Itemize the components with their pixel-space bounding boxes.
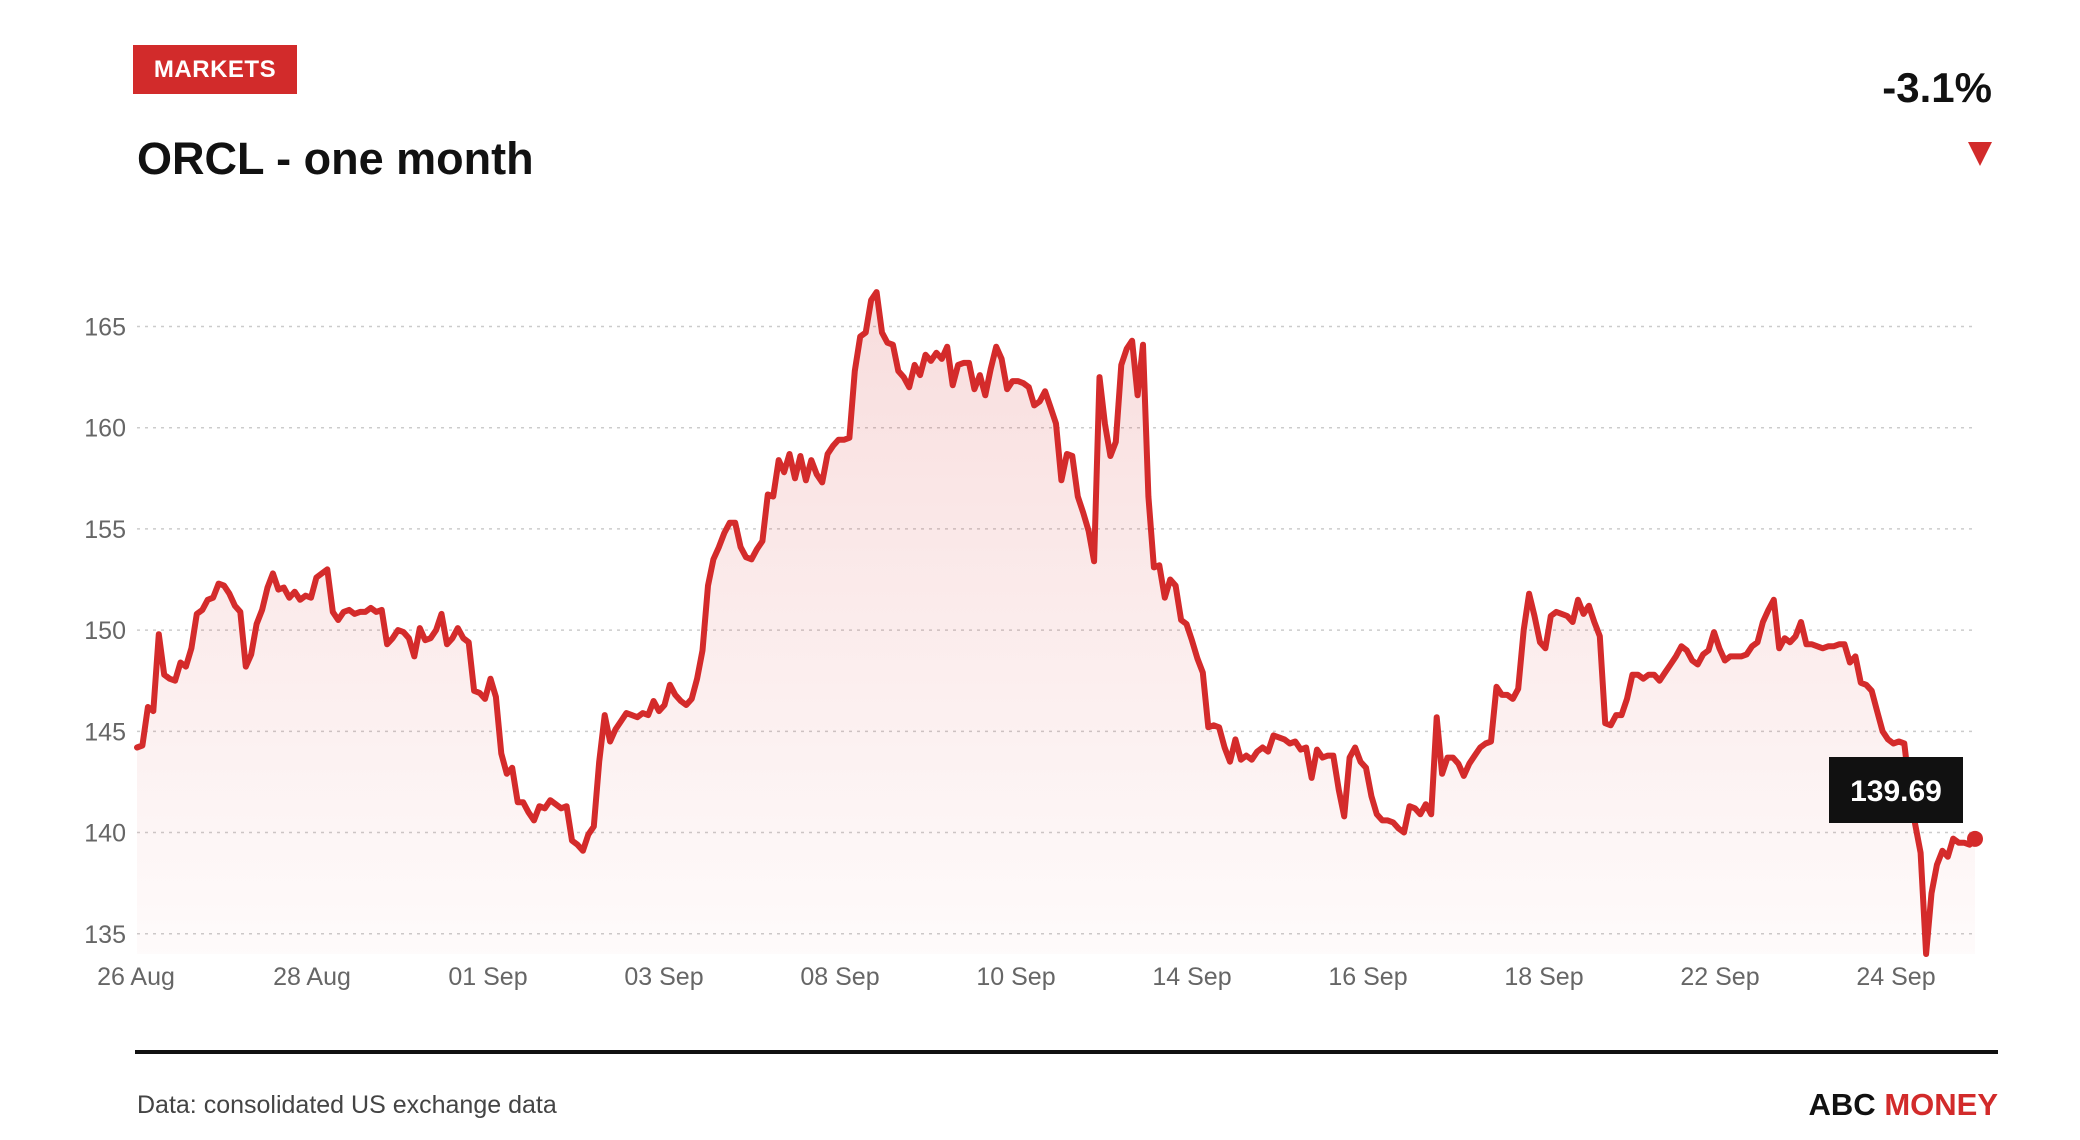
y-axis: 135 140 145 150 155 160 165 xyxy=(84,313,126,948)
x-tick-label: 28 Aug xyxy=(273,963,351,991)
data-source-note: Data: consolidated US exchange data xyxy=(137,1091,557,1119)
brand-logo: ABC MONEY xyxy=(1809,1087,1998,1123)
price-area xyxy=(137,292,1975,955)
x-tick-label: 18 Sep xyxy=(1504,963,1583,991)
x-tick-label: 08 Sep xyxy=(800,963,879,991)
x-tick-label: 10 Sep xyxy=(976,963,1055,991)
x-tick-label: 16 Sep xyxy=(1328,963,1407,991)
last-price-dot xyxy=(1967,830,1983,847)
down-triangle-icon xyxy=(1968,142,1992,166)
y-tick-label: 165 xyxy=(84,313,126,341)
markets-badge: MARKETS xyxy=(133,45,297,94)
y-tick-label: 140 xyxy=(84,820,126,848)
price-line xyxy=(134,289,1978,957)
x-tick-label: 03 Sep xyxy=(624,963,703,991)
last-price-label: 139.69 xyxy=(1829,757,1963,823)
price-change: -3.1% xyxy=(1882,64,1992,111)
x-tick-label: 22 Sep xyxy=(1680,963,1759,991)
brand-name-part1: ABC xyxy=(1808,1087,1885,1122)
y-tick-label: 145 xyxy=(84,718,126,746)
x-tick-label: 26 Aug xyxy=(97,963,175,991)
brand-name-part2: MONEY xyxy=(1884,1087,1998,1122)
last-price-text: 139.69 xyxy=(1850,775,1942,808)
chart-title: ORCL - one month xyxy=(137,133,534,184)
x-axis: 26 Aug 28 Aug 01 Sep 03 Sep 08 Sep 10 Sep 14 S… xyxy=(97,963,1936,991)
last-price-box xyxy=(1829,757,1963,823)
y-tick-label: 160 xyxy=(84,415,126,443)
footer-divider xyxy=(135,1050,1998,1054)
x-tick-label: 01 Sep xyxy=(448,963,527,991)
x-tick-label: 14 Sep xyxy=(1152,963,1231,991)
y-tick-label: 155 xyxy=(84,516,126,544)
y-tick-label: 135 xyxy=(84,921,126,949)
x-tick-label: 24 Sep xyxy=(1856,963,1935,991)
y-tick-label: 150 xyxy=(84,617,126,645)
